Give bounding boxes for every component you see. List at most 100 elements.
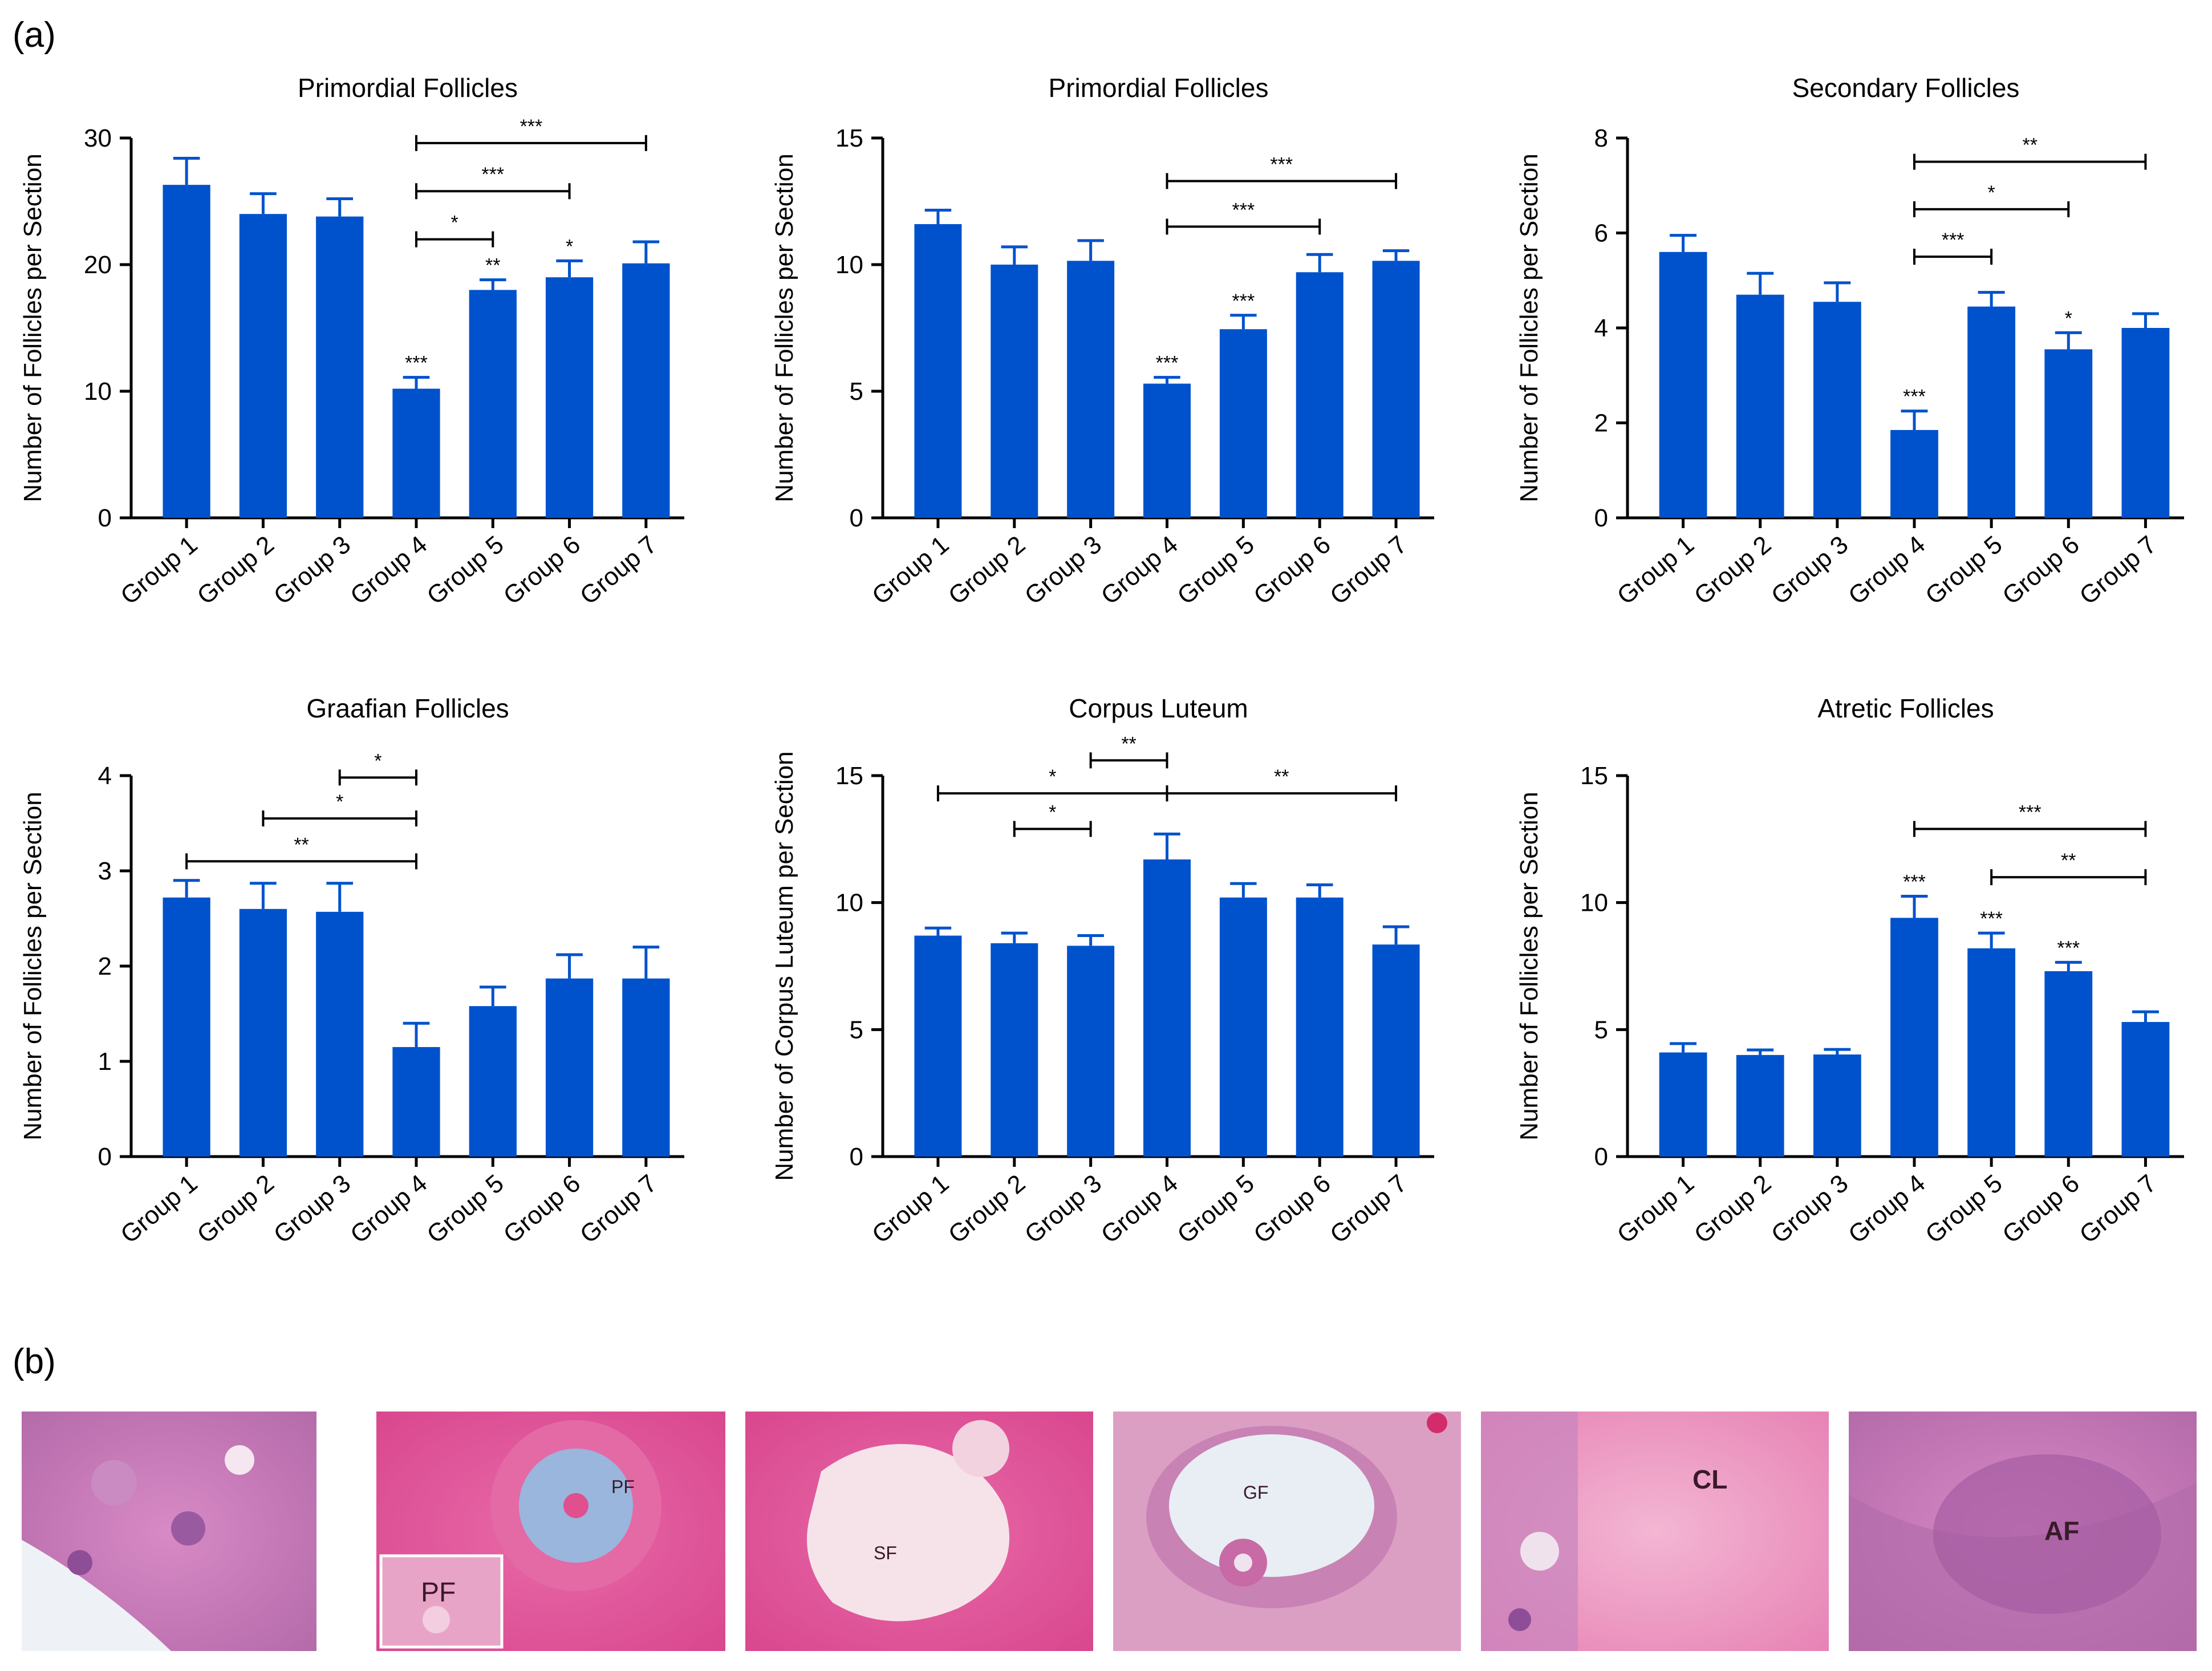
bar [1067, 261, 1115, 518]
x-tick-label: Group 3 [1020, 530, 1107, 610]
bracket-label: * [374, 750, 381, 772]
x-tick-label: Group 4 [1096, 530, 1183, 610]
bracket-label: *** [1942, 229, 1965, 251]
bar [914, 935, 962, 1157]
bar [1219, 329, 1267, 518]
significance-mark: *** [1903, 386, 1926, 408]
x-tick-label: Group 4 [345, 1169, 432, 1249]
x-tick-label: Group 1 [115, 1169, 202, 1249]
y-tick-label: 4 [98, 762, 112, 790]
chart-title: Atretic Follicles [1817, 693, 1994, 723]
bar [2044, 349, 2093, 518]
bracket-label: ** [294, 834, 309, 855]
y-axis-label: Number of Follicles per Section [19, 153, 47, 502]
y-tick-label: 10 [84, 378, 112, 405]
bar [1143, 859, 1191, 1157]
significance-mark: *** [1980, 908, 2003, 930]
y-tick-label: 15 [835, 124, 863, 152]
y-tick-label: 5 [850, 378, 863, 405]
y-tick-label: 10 [835, 889, 863, 917]
x-tick-label: Group 2 [943, 530, 1030, 610]
y-tick-label: 2 [1594, 409, 1608, 437]
x-tick-label: Group 5 [421, 530, 509, 610]
y-tick-label: 0 [98, 1143, 112, 1171]
y-tick-label: 4 [1594, 314, 1608, 342]
x-tick-label: Group 6 [1248, 530, 1336, 610]
x-tick-label: Group 7 [2075, 1169, 2162, 1249]
y-tick-label: 3 [98, 857, 112, 885]
x-tick-label: Group 5 [1920, 1169, 2007, 1249]
bar [1736, 1054, 1784, 1157]
bar [1813, 1054, 1861, 1157]
x-tick-label: Group 3 [1766, 530, 1853, 610]
y-tick-label: 10 [1580, 889, 1608, 917]
bracket-label: *** [2019, 802, 2041, 824]
primary-follicle-label: PF [611, 1477, 635, 1497]
bar [316, 216, 364, 518]
x-tick-label: Group 3 [269, 530, 356, 610]
significance-mark: * [566, 236, 573, 257]
bar [914, 224, 962, 518]
bar [1813, 302, 1861, 518]
micrograph-strip: PF PF SF GF CL AF [22, 1412, 2197, 1651]
secondary-follicle-label: SF [874, 1543, 897, 1563]
x-tick-label: Group 2 [192, 530, 279, 610]
bracket-label: * [451, 212, 458, 234]
x-tick-label: Group 6 [1997, 1169, 2084, 1249]
y-tick-label: 6 [1594, 220, 1608, 248]
significance-mark: *** [1903, 871, 1926, 893]
x-tick-label: Group 6 [1248, 1169, 1336, 1249]
atretic-follicle-label: AF [2044, 1516, 2079, 1546]
x-tick-label: Group 3 [269, 1169, 356, 1249]
atretic-follicle-micrograph: AF [1849, 1412, 2197, 1651]
x-tick-label: Group 7 [1325, 1169, 1412, 1249]
x-tick-label: Group 5 [1920, 530, 2007, 610]
bar [1967, 306, 2016, 518]
bracket-label: * [336, 791, 343, 813]
graafian-follicle-micrograph: GF [1113, 1412, 1461, 1651]
bar [316, 911, 364, 1157]
chart-title: Corpus Luteum [1069, 693, 1248, 723]
y-axis-label: Number of Follicles per Section [770, 153, 798, 502]
bar [1067, 946, 1115, 1157]
significance-mark: *** [1156, 352, 1179, 374]
bar [1372, 261, 1420, 518]
x-tick-label: Group 1 [867, 530, 954, 610]
x-tick-label: Group 5 [1172, 530, 1259, 610]
bracket-label: * [1049, 802, 1056, 824]
bar [392, 1047, 440, 1157]
y-axis-label: Number of Follicles per Section [1515, 792, 1543, 1140]
x-tick-label: Group 2 [943, 1169, 1030, 1249]
significance-mark: ** [485, 255, 500, 277]
chart-title: Graafian Follicles [306, 693, 509, 723]
bar [991, 265, 1038, 518]
bar [545, 277, 594, 518]
y-tick-label: 5 [850, 1016, 863, 1044]
x-tick-label: Group 4 [1843, 530, 1930, 610]
bar [469, 290, 517, 518]
chart-title: Primordial Follicles [1049, 73, 1269, 103]
y-tick-label: 1 [98, 1048, 112, 1076]
bar [1296, 272, 1344, 518]
bar [2044, 971, 2093, 1157]
x-tick-label: Group 4 [1096, 1169, 1183, 1249]
y-tick-label: 8 [1594, 124, 1608, 152]
y-tick-label: 15 [1580, 762, 1608, 790]
x-tick-label: Group 5 [1172, 1169, 1259, 1249]
x-tick-label: Group 2 [1689, 1169, 1776, 1249]
significance-mark: *** [405, 352, 428, 374]
bar [1659, 1052, 1707, 1157]
bracket-label: ** [1274, 766, 1289, 788]
corpus-luteum-micrograph: CL [1481, 1412, 1829, 1651]
significance-mark: * [2065, 307, 2072, 329]
significance-mark: *** [1232, 290, 1255, 312]
x-tick-label: Group 3 [1020, 1169, 1107, 1249]
primary-follicle-micrograph: PF PF [376, 1412, 725, 1651]
bar [469, 1006, 517, 1157]
bar [392, 388, 440, 518]
x-tick-label: Group 5 [421, 1169, 509, 1249]
x-tick-label: Group 6 [498, 1169, 586, 1249]
x-tick-label: Group 4 [345, 530, 432, 610]
bar [1143, 383, 1191, 518]
